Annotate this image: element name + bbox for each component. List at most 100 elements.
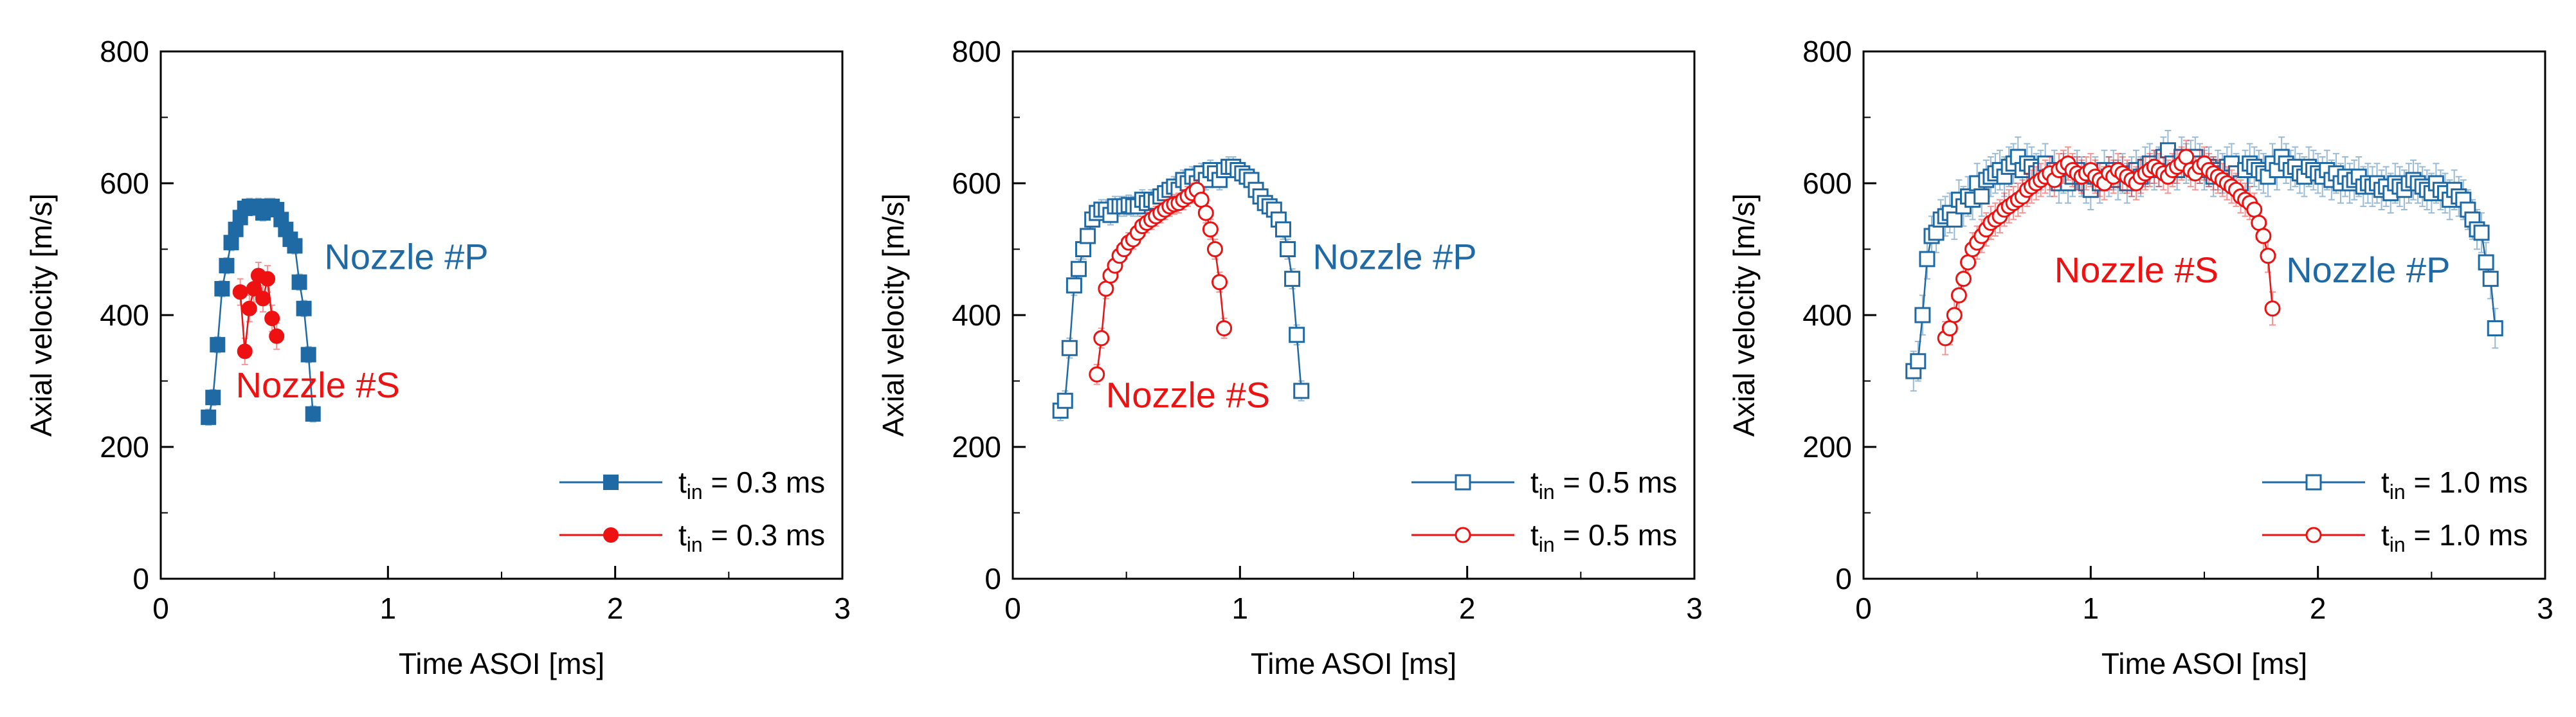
data-point [2478, 254, 2494, 271]
legend-label-main: t [678, 518, 687, 552]
legend-marker [603, 527, 619, 543]
data-point [1946, 211, 1963, 228]
annotation-nozzle-s: Nozzle #S [1106, 375, 1270, 415]
data-point [300, 347, 316, 363]
svg-text:tin = 0.5 ms: tin = 0.5 ms [1530, 466, 1677, 504]
annotation-nozzle-s: Nozzle #S [236, 365, 400, 405]
series-2 [1089, 179, 1233, 385]
svg-text:tin = 1.0 ms: tin = 1.0 ms [2381, 518, 2528, 556]
series-1 [201, 197, 321, 426]
y-tick-labels: 0 200 400 600 800 [100, 35, 149, 595]
data-point [291, 274, 307, 290]
x-axis-label: Time ASOI [ms] [399, 647, 604, 680]
annotation-nozzle-s: Nozzle #S [2054, 250, 2218, 290]
x-tick-label: 1 [380, 592, 397, 625]
x-tick-labels: 0 1 2 3 [152, 592, 851, 625]
series-2 [232, 262, 285, 365]
data-point [241, 300, 257, 316]
axis-ticks [159, 50, 844, 580]
legend-item-series-1: tin = 0.5 ms [1411, 466, 1677, 504]
axis-ticks [1011, 50, 1696, 580]
data-point [1075, 241, 1092, 257]
y-tick-label: 200 [100, 430, 149, 464]
data-point [1202, 221, 1219, 238]
y-tick-label: 400 [100, 298, 149, 332]
data-point [1928, 224, 1945, 241]
data-point [1960, 254, 1977, 271]
data-point [2246, 201, 2263, 218]
data-point [1955, 271, 1972, 287]
legend-label-main: t [2381, 466, 2390, 499]
data-point [269, 328, 285, 344]
data-point [255, 291, 271, 307]
data-point [2255, 228, 2272, 244]
data-point [210, 337, 226, 353]
x-tick-label: 0 [1004, 592, 1021, 625]
y-axis-label: Axial velocity [m/s] [24, 194, 58, 437]
data-point [1910, 353, 1927, 370]
legend-label-main: t [678, 466, 687, 499]
annotation-nozzle-p: Nozzle #P [1312, 236, 1476, 277]
data-point [1061, 340, 1078, 356]
data-point [1098, 280, 1114, 297]
y-tick-label: 200 [1802, 430, 1852, 464]
plot-area [1905, 130, 2503, 392]
y-axis-label: Axial velocity [m/s] [876, 194, 910, 437]
y-tick-label: 200 [952, 430, 1001, 464]
legend-label-rest: = 0.5 ms [1555, 518, 1677, 552]
data-point [1946, 307, 1963, 323]
x-tick-label: 3 [1686, 592, 1703, 625]
x-tick-label: 3 [2537, 592, 2553, 625]
legend-label-sub: in [687, 480, 703, 504]
data-point [1080, 228, 1096, 244]
plot-area [1052, 156, 1310, 421]
data-point [2487, 320, 2503, 336]
y-tick-label: 400 [1802, 298, 1852, 332]
legend-label-rest: = 0.3 ms [703, 518, 825, 552]
data-point [260, 271, 276, 287]
y-tick-label: 600 [100, 167, 149, 200]
data-point [1057, 392, 1073, 409]
data-point [223, 235, 239, 251]
data-point [214, 281, 230, 296]
legend-label-sub: in [1539, 480, 1555, 504]
annotation-nozzle-p: Nozzle #P [324, 236, 488, 277]
legend: tin = 0.3 ms tin = 0.3 ms [559, 466, 825, 556]
data-point [1919, 251, 1936, 268]
y-tick-label: 800 [1802, 35, 1852, 68]
legend-label-rest: = 0.3 ms [703, 466, 825, 499]
y-tick-label: 0 [132, 562, 149, 595]
legend-label-rest: = 1.0 ms [2406, 518, 2528, 552]
legend-label-sub: in [2390, 480, 2406, 504]
y-tick-labels: 0 200 400 600 800 [952, 35, 1001, 595]
legend-item-series-1: tin = 0.3 ms [559, 466, 825, 504]
data-point [1973, 188, 1990, 204]
data-point [1093, 330, 1110, 347]
x-tick-labels: 0 1 2 3 [1855, 592, 2553, 625]
data-point [2251, 215, 2267, 231]
data-point [2260, 248, 2276, 264]
data-point [201, 409, 217, 425]
legend-marker [603, 475, 619, 490]
x-axis-label: Time ASOI [ms] [2101, 647, 2307, 680]
data-point [1066, 277, 1082, 294]
data-point [1070, 260, 1087, 277]
y-tick-label: 800 [100, 35, 149, 68]
data-point [1089, 366, 1105, 383]
data-point [1206, 241, 1223, 257]
data-point [2264, 300, 2281, 317]
legend-marker [1455, 527, 1471, 543]
legend-item-series-1: tin = 1.0 ms [2262, 466, 2528, 504]
legend-marker [2305, 474, 2322, 491]
legend-marker [2305, 527, 2322, 543]
data-point [219, 258, 235, 274]
y-axis-label: Axial velocity [m/s] [1727, 194, 1761, 437]
legend-label-rest: = 1.0 ms [2406, 466, 2528, 499]
data-point [264, 311, 280, 327]
y-tick-label: 400 [952, 298, 1001, 332]
plot-area [201, 197, 321, 426]
legend-marker [1455, 474, 1471, 491]
data-point [1289, 327, 1305, 343]
